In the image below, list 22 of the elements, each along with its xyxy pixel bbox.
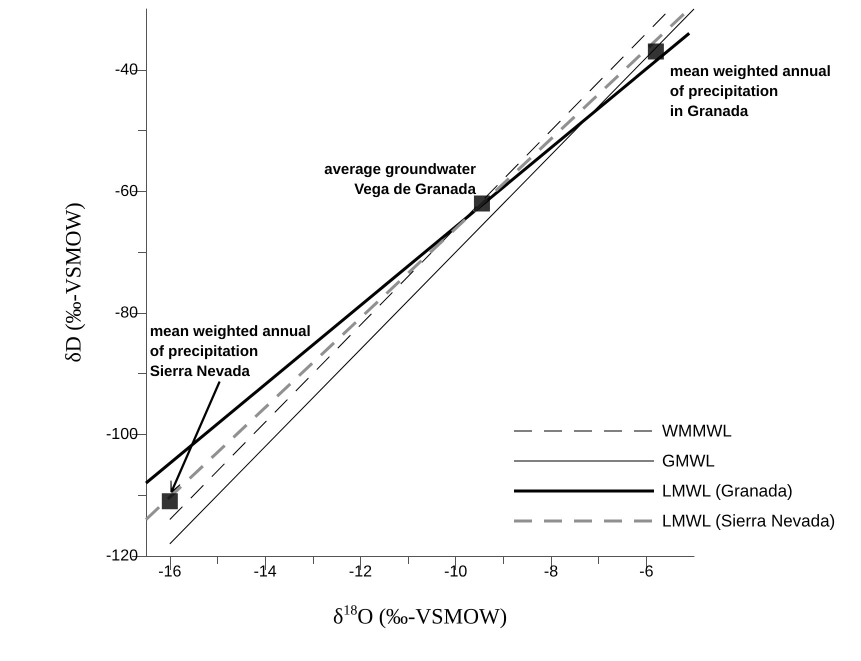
legend-label: LMWL (Sierra Nevada) — [662, 512, 836, 530]
x-tick-label: -12 — [348, 564, 372, 580]
y-tick-label: -40 — [114, 61, 138, 78]
x-tick-label: -16 — [158, 564, 182, 580]
annotation: mean weighted annual of precipitation Sierra Nevada — [150, 322, 311, 380]
legend-label: WMMWL — [662, 422, 732, 440]
x-tick-label: -6 — [639, 564, 654, 580]
legend-label: LMWL (Granada) — [662, 482, 793, 500]
y-tick-label: -60 — [114, 182, 138, 200]
y-tick-label: -80 — [114, 304, 138, 322]
x-tick-label: -8 — [544, 564, 558, 580]
point — [162, 493, 178, 510]
x-tick-label: -10 — [444, 564, 468, 580]
point — [474, 195, 490, 212]
point — [648, 44, 664, 60]
y-tick-label: -100 — [106, 426, 138, 443]
x-tick-label: -14 — [254, 564, 277, 580]
annotation: average groundwater Vega de Granada — [324, 160, 477, 198]
y-axis-title: δD (‰-VSMOW) — [60, 202, 86, 363]
legend-label: GMWL — [662, 452, 715, 470]
y-tick-label: -120 — [106, 548, 138, 564]
annotation: mean weighted annual of precipitation in Granada — [670, 63, 831, 120]
